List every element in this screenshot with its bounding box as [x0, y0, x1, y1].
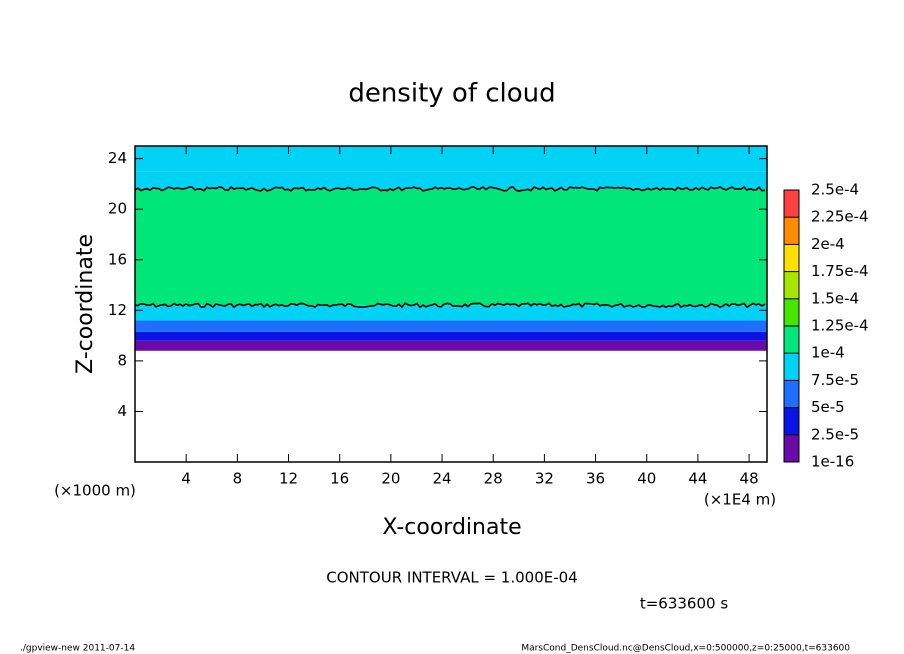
colorbar-swatch	[784, 353, 799, 381]
colorbar-label: 1.75e-4	[811, 262, 869, 280]
y-tick-label: 8	[117, 351, 127, 369]
colorbar-swatch	[784, 271, 799, 299]
x-axis-label: X-coordinate	[382, 515, 521, 540]
x-tick-label: 48	[740, 470, 759, 488]
x-tick-label: 32	[535, 470, 554, 488]
colorbar-label: 2.25e-4	[811, 208, 869, 226]
colorbar-label: 2e-4	[811, 235, 845, 253]
colorbar-swatch	[784, 434, 799, 462]
contour-interval: CONTOUR INTERVAL = 1.000E-04	[326, 569, 577, 587]
time-label: t=633600 s	[640, 595, 728, 613]
y-tick-label: 24	[108, 149, 127, 167]
x-tick-label: 20	[381, 470, 400, 488]
chart-title: density of cloud	[348, 79, 555, 109]
contour-line	[134, 185, 766, 192]
x-tick-label: 16	[330, 470, 349, 488]
contour-line	[134, 302, 766, 309]
x-tick-label: 12	[279, 470, 298, 488]
colorbar-label: 2.5e-4	[811, 181, 859, 199]
y-tick-label: 16	[108, 250, 127, 268]
field-band	[135, 171, 767, 189]
plot-frame	[134, 145, 768, 463]
colorbar-swatch	[784, 244, 799, 272]
colorbar-swatch	[784, 407, 799, 435]
colorbar-swatch	[784, 217, 799, 245]
x-unit: (×1E4 m)	[704, 491, 776, 509]
field-band	[135, 331, 767, 341]
colorbar-label: 2.5e-5	[811, 425, 859, 443]
colorbar-swatch	[784, 190, 799, 218]
colorbar-label: 1.5e-4	[811, 289, 859, 307]
x-tick-label: 40	[637, 470, 656, 488]
y-axis-label: Z-coordinate	[73, 234, 98, 374]
x-tick-label: 4	[181, 470, 191, 488]
field-band	[135, 340, 767, 351]
x-tick-label: 8	[233, 470, 243, 488]
footer-right: MarsCond_DensCloud.nc@DensCloud,x=0:5000…	[521, 644, 850, 654]
x-tick-label: 36	[586, 470, 605, 488]
x-tick-label: 24	[432, 470, 451, 488]
colorbar-swatch	[784, 326, 799, 354]
x-tick-label: 44	[688, 470, 707, 488]
colorbar-label: 5e-5	[811, 398, 845, 416]
colorbar-swatch	[784, 380, 799, 408]
colorbar-label: 1e-4	[811, 344, 845, 362]
field-band	[135, 146, 767, 172]
colorbar-label: 7.5e-5	[811, 371, 859, 389]
field-band	[135, 305, 767, 321]
field-band	[135, 188, 767, 306]
colorbar-label: 1.25e-4	[811, 317, 869, 335]
colorbar-label: 1e-16	[811, 453, 854, 471]
colorbar-swatch	[784, 298, 799, 326]
field-band	[135, 320, 767, 332]
y-tick-label: 20	[108, 200, 127, 218]
x-tick-label: 28	[484, 470, 503, 488]
y-tick-label: 4	[117, 402, 127, 420]
footer-left: ./gpview-new 2011-07-14	[20, 644, 135, 654]
y-tick-label: 12	[108, 301, 127, 319]
y-unit: (×1000 m)	[54, 482, 136, 500]
